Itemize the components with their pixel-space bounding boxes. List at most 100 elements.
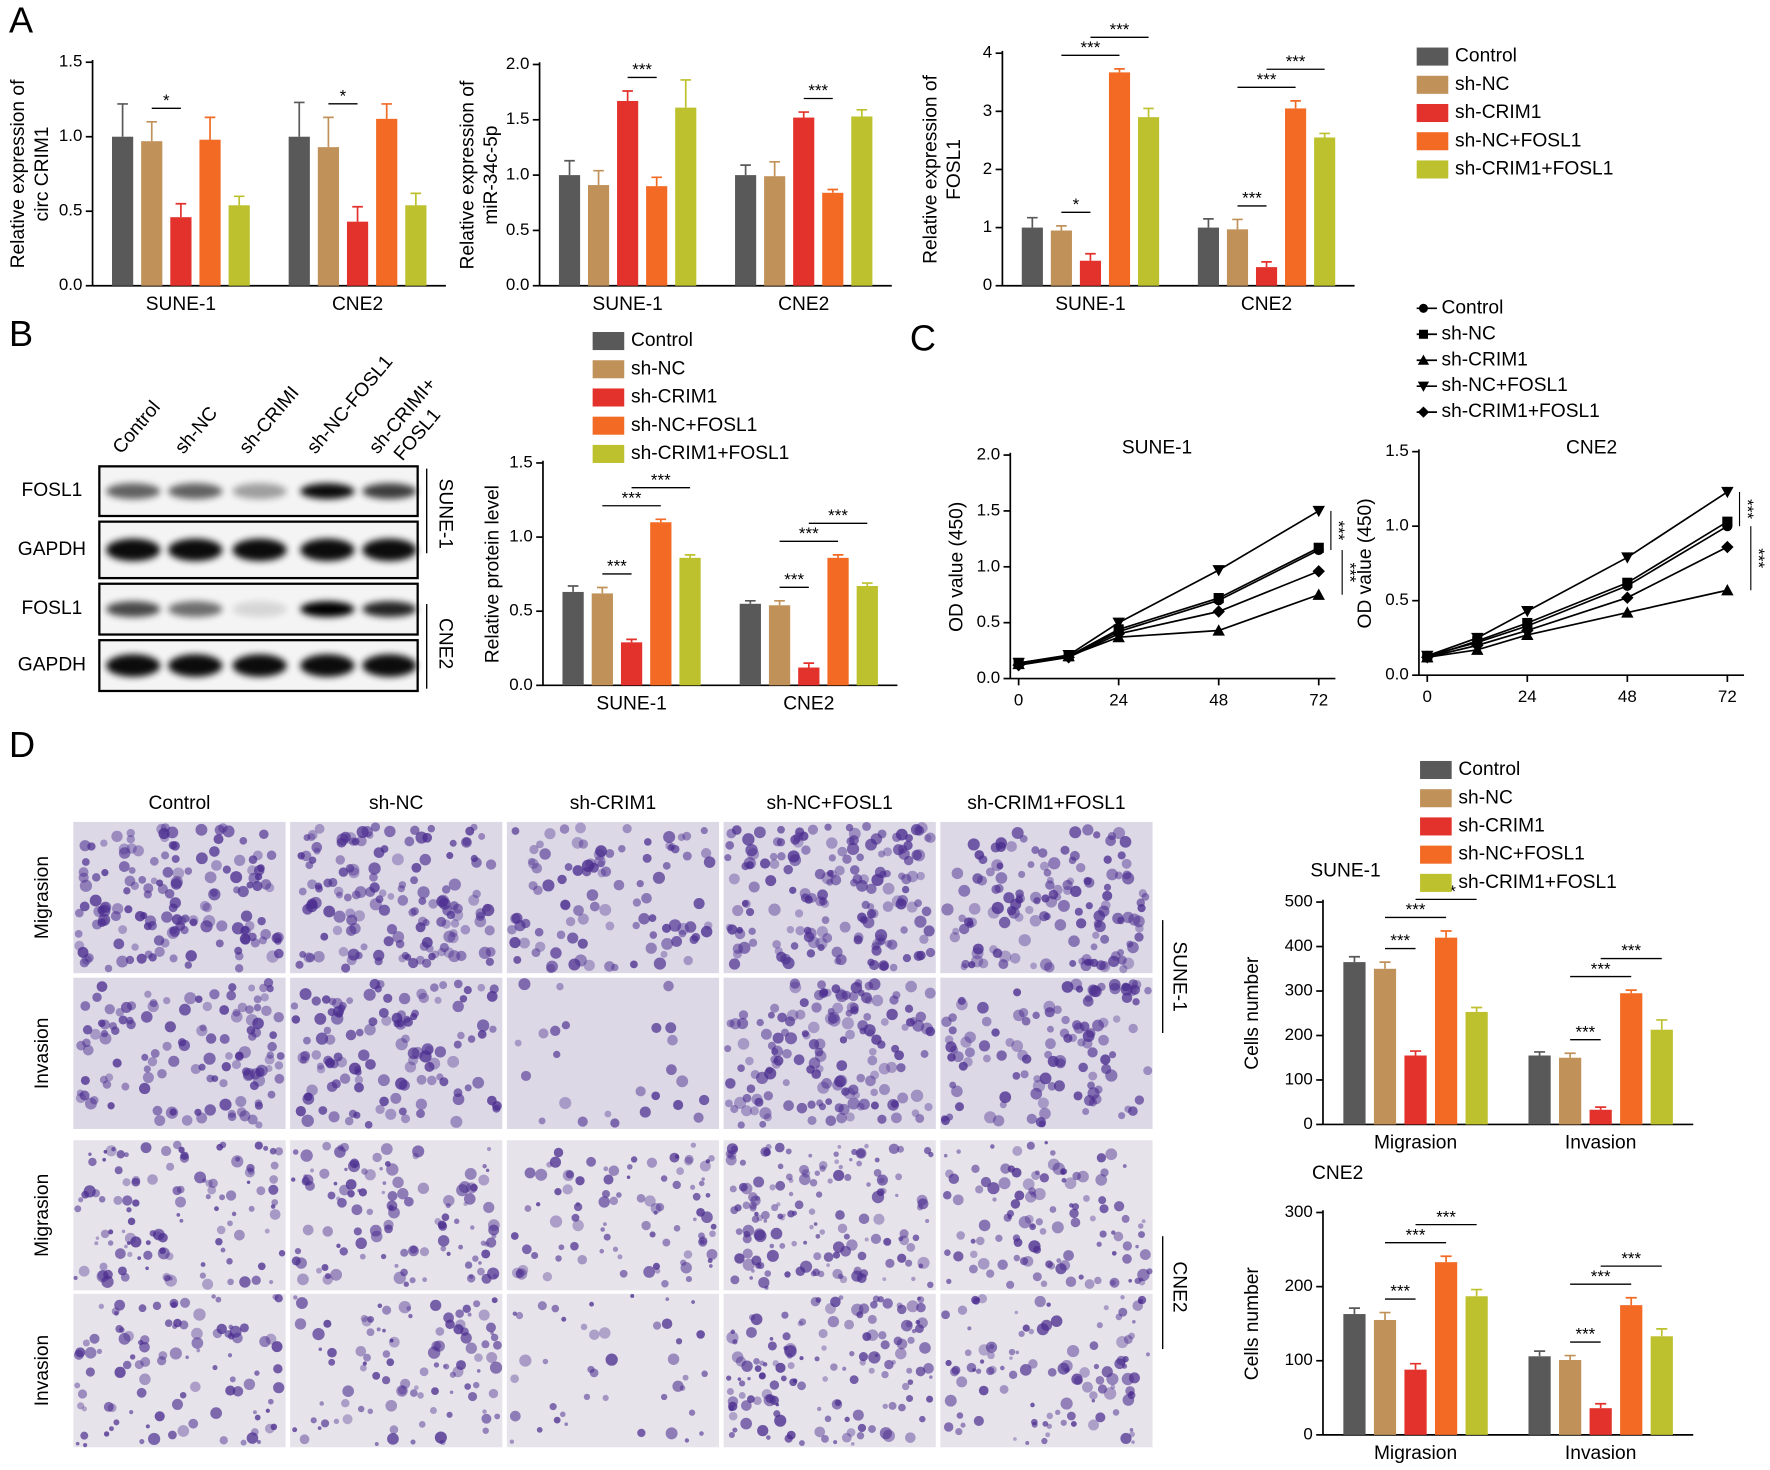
stained-cell — [923, 1146, 932, 1155]
stained-cell — [205, 1179, 213, 1188]
stained-cell — [96, 981, 108, 992]
stained-cell — [753, 826, 766, 839]
stained-cell — [698, 1180, 705, 1187]
stained-cell — [101, 1275, 114, 1288]
stained-cell — [784, 1032, 798, 1045]
stained-cell — [926, 1395, 934, 1403]
stained-cell — [1078, 1274, 1084, 1280]
stained-cell — [854, 979, 863, 987]
stained-cell — [985, 1341, 998, 1353]
series-line — [1018, 510, 1320, 664]
stained-cell — [769, 859, 780, 869]
stained-cell — [1135, 924, 1144, 933]
stained-cell — [806, 949, 816, 958]
stained-cell — [140, 1011, 153, 1023]
error-bar — [1409, 1050, 1422, 1056]
stained-cell — [968, 1264, 978, 1274]
stained-cell — [453, 979, 463, 989]
stained-cell — [577, 938, 588, 949]
stained-cell — [1003, 892, 1015, 904]
stained-cell — [868, 1425, 876, 1433]
stained-cell — [163, 1274, 171, 1282]
stained-cell — [1108, 955, 1120, 967]
transwell-image — [940, 977, 1153, 1129]
stained-cell — [515, 1269, 525, 1278]
y-axis-label: circ CRIM1 — [32, 127, 53, 222]
stained-cell — [260, 929, 272, 940]
stained-cell — [239, 1276, 251, 1288]
stained-cell — [828, 869, 837, 879]
stained-cell — [248, 932, 257, 942]
stained-cell — [616, 1192, 622, 1198]
stained-cell — [481, 1340, 490, 1349]
stained-cell — [867, 958, 875, 967]
stained-cell — [777, 1012, 788, 1023]
stained-cell — [816, 1406, 822, 1412]
stained-cell — [611, 963, 619, 972]
stained-cell — [696, 1330, 705, 1339]
stained-cell — [693, 1217, 697, 1222]
bar — [591, 593, 613, 686]
stained-cell — [245, 1005, 254, 1014]
stained-cell — [345, 908, 355, 918]
stained-cell — [1063, 1033, 1073, 1043]
stained-cell — [1069, 850, 1080, 861]
stained-cell — [211, 1075, 219, 1083]
y-tick-label: 300 — [1285, 980, 1313, 999]
stained-cell — [925, 1026, 936, 1037]
stained-cell — [347, 863, 360, 876]
stained-cell — [348, 867, 360, 879]
stained-cell — [914, 899, 922, 908]
error-bar — [593, 169, 604, 186]
stained-cell — [199, 1024, 207, 1032]
stained-cell — [222, 865, 231, 874]
stained-cell — [188, 1418, 199, 1429]
y-tick-label: 0 — [1303, 1424, 1312, 1443]
y-tick-label: 100 — [1285, 1350, 1313, 1369]
stained-cell — [828, 1014, 841, 1027]
stained-cell — [690, 1184, 696, 1190]
stained-cell — [407, 1047, 420, 1060]
stained-cell — [852, 1409, 864, 1421]
bar — [793, 117, 815, 286]
stained-cell — [794, 1200, 804, 1210]
stained-cell — [253, 865, 265, 876]
stained-cell — [873, 1169, 882, 1177]
stained-cell — [447, 1055, 460, 1068]
stained-cell — [652, 1262, 661, 1270]
stained-cell — [376, 1327, 381, 1332]
stained-cell — [742, 1093, 752, 1103]
stained-cell — [341, 963, 351, 973]
stained-cell — [374, 957, 383, 966]
stained-cell — [194, 1108, 202, 1116]
stained-cell — [1100, 934, 1110, 944]
stained-cell — [1090, 943, 1098, 951]
stained-cell — [1121, 1372, 1134, 1386]
stained-cell — [222, 825, 235, 838]
stained-cell — [333, 1181, 338, 1186]
stained-cell — [367, 1315, 375, 1323]
stained-cell — [868, 1367, 875, 1374]
stained-cell — [534, 927, 544, 937]
stained-cell — [355, 951, 363, 960]
stained-cell — [136, 1387, 147, 1398]
stained-cell — [482, 1164, 487, 1169]
stained-cell — [113, 1195, 123, 1205]
stained-cell — [80, 1001, 91, 1011]
stained-cell — [738, 1010, 749, 1020]
stained-cell — [268, 1398, 274, 1405]
stained-cell — [428, 899, 439, 909]
stained-cell — [528, 881, 538, 891]
x-tick-label: SUNE-1 — [596, 694, 666, 715]
stained-cell — [323, 1026, 332, 1035]
stained-cell — [808, 1208, 816, 1215]
stained-cell — [104, 1004, 115, 1015]
stained-cell — [442, 885, 451, 894]
stained-cell — [309, 1168, 315, 1173]
stained-cell — [102, 1080, 112, 1089]
transwell-image — [73, 1293, 286, 1448]
stained-cell — [1043, 868, 1052, 877]
stained-cell — [738, 1392, 746, 1399]
stained-cell — [906, 1243, 916, 1252]
stained-cell — [967, 838, 980, 851]
